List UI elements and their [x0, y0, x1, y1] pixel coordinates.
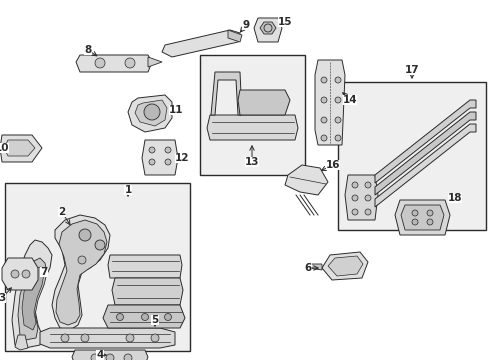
Polygon shape — [112, 278, 183, 305]
Circle shape — [365, 182, 371, 188]
Polygon shape — [395, 200, 450, 235]
Circle shape — [95, 240, 105, 250]
Text: 11: 11 — [169, 105, 183, 115]
Polygon shape — [228, 30, 242, 42]
Polygon shape — [103, 305, 185, 328]
Circle shape — [321, 97, 327, 103]
Polygon shape — [2, 258, 38, 290]
Polygon shape — [142, 140, 178, 175]
Bar — [5, 183, 190, 351]
Polygon shape — [285, 165, 328, 195]
Circle shape — [79, 229, 91, 241]
Circle shape — [165, 159, 171, 165]
Circle shape — [124, 354, 132, 360]
Polygon shape — [322, 252, 368, 280]
Circle shape — [81, 334, 89, 342]
Text: 12: 12 — [175, 153, 189, 163]
Circle shape — [126, 334, 134, 342]
Circle shape — [125, 58, 135, 68]
Bar — [338, 82, 486, 230]
Polygon shape — [72, 350, 148, 360]
Circle shape — [427, 219, 433, 225]
Text: 5: 5 — [151, 315, 159, 325]
Polygon shape — [18, 258, 47, 340]
Circle shape — [427, 210, 433, 216]
Bar — [200, 55, 305, 175]
Circle shape — [321, 117, 327, 123]
Text: 13: 13 — [245, 157, 259, 167]
Text: 9: 9 — [243, 20, 249, 30]
Circle shape — [117, 314, 123, 320]
Polygon shape — [56, 220, 107, 325]
Circle shape — [106, 354, 114, 360]
Polygon shape — [162, 30, 240, 57]
Text: 14: 14 — [343, 95, 357, 105]
Circle shape — [95, 58, 105, 68]
Polygon shape — [328, 256, 363, 276]
Polygon shape — [22, 267, 44, 330]
Text: 8: 8 — [84, 45, 92, 55]
Circle shape — [365, 209, 371, 215]
Polygon shape — [135, 100, 167, 126]
Polygon shape — [4, 140, 35, 156]
Circle shape — [335, 97, 341, 103]
Circle shape — [352, 209, 358, 215]
Circle shape — [151, 334, 159, 342]
Polygon shape — [254, 18, 282, 42]
Circle shape — [142, 314, 148, 320]
Text: 7: 7 — [40, 267, 48, 277]
Polygon shape — [0, 135, 42, 162]
Polygon shape — [108, 255, 182, 278]
Text: 1: 1 — [124, 185, 132, 195]
Circle shape — [149, 147, 155, 153]
Polygon shape — [375, 112, 476, 195]
Text: 6: 6 — [304, 263, 312, 273]
Text: 3: 3 — [0, 293, 5, 303]
Circle shape — [78, 256, 86, 264]
Polygon shape — [260, 22, 276, 34]
Text: 16: 16 — [326, 160, 340, 170]
Circle shape — [91, 354, 99, 360]
Circle shape — [149, 159, 155, 165]
Polygon shape — [211, 72, 242, 115]
Ellipse shape — [248, 95, 276, 105]
Text: 2: 2 — [58, 207, 66, 217]
Polygon shape — [315, 60, 345, 145]
Circle shape — [61, 334, 69, 342]
Polygon shape — [148, 57, 162, 67]
Circle shape — [321, 77, 327, 83]
Polygon shape — [40, 328, 175, 348]
Polygon shape — [207, 115, 298, 140]
Polygon shape — [375, 100, 476, 183]
Circle shape — [22, 270, 30, 278]
Circle shape — [352, 182, 358, 188]
Circle shape — [144, 104, 160, 120]
Polygon shape — [308, 264, 322, 270]
Circle shape — [335, 135, 341, 141]
Polygon shape — [76, 55, 152, 72]
Polygon shape — [401, 205, 444, 230]
Text: 17: 17 — [405, 65, 419, 75]
Polygon shape — [128, 95, 172, 132]
Circle shape — [335, 77, 341, 83]
Polygon shape — [12, 240, 52, 348]
Polygon shape — [345, 175, 378, 220]
Polygon shape — [15, 335, 28, 350]
Circle shape — [11, 270, 19, 278]
Circle shape — [365, 195, 371, 201]
Circle shape — [321, 135, 327, 141]
Text: 15: 15 — [278, 17, 292, 27]
Polygon shape — [52, 215, 110, 330]
Text: 10: 10 — [0, 143, 9, 153]
Text: 4: 4 — [97, 350, 104, 360]
Polygon shape — [375, 124, 476, 207]
Circle shape — [412, 219, 418, 225]
Circle shape — [335, 117, 341, 123]
Text: 18: 18 — [448, 193, 462, 203]
Circle shape — [165, 147, 171, 153]
Circle shape — [412, 210, 418, 216]
Circle shape — [352, 195, 358, 201]
Polygon shape — [238, 90, 290, 115]
Circle shape — [165, 314, 172, 320]
